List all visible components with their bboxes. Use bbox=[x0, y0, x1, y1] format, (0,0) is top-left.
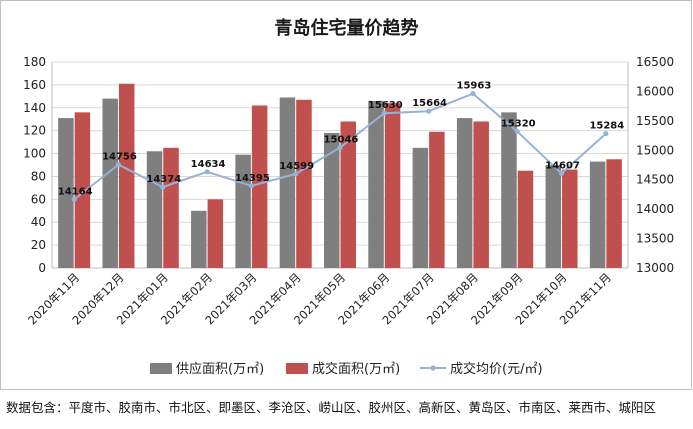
y-left-tick-label: 100 bbox=[23, 147, 46, 161]
avg-price-data-label: 15320 bbox=[501, 118, 536, 129]
avg-price-data-label: 15046 bbox=[324, 135, 359, 146]
y-right-tick-label: 15500 bbox=[636, 114, 674, 128]
legend-swatch bbox=[286, 363, 308, 374]
deal-area-bar bbox=[296, 99, 312, 269]
supply-area-bar bbox=[58, 118, 74, 268]
avg-price-data-label: 14607 bbox=[545, 160, 580, 171]
supply-area-bar bbox=[279, 97, 296, 268]
avg-price-data-label: 15284 bbox=[589, 121, 624, 132]
avg-price-data-label: 15963 bbox=[457, 81, 492, 92]
avg-price-point bbox=[603, 130, 609, 137]
y-left-tick-label: 80 bbox=[31, 169, 46, 183]
supply-area-bar bbox=[501, 112, 517, 268]
y-right-tick-label: 16500 bbox=[636, 55, 674, 69]
avg-price-point bbox=[337, 144, 343, 151]
y-left-tick-label: 140 bbox=[23, 101, 46, 115]
deal-area-bar bbox=[74, 112, 91, 268]
chart-title: 青岛住宅量价趋势 bbox=[274, 18, 419, 39]
supply-area-bar bbox=[368, 100, 384, 269]
deal-area-bar bbox=[384, 103, 401, 268]
deal-area-bar bbox=[251, 105, 268, 268]
deal-area-bar bbox=[473, 121, 489, 268]
avg-price-point bbox=[426, 108, 432, 114]
supply-area-bar bbox=[324, 132, 340, 268]
avg-price-data-label: 14634 bbox=[191, 159, 226, 170]
avg-price-data-label: 14374 bbox=[146, 174, 181, 185]
y-right-tick-label: 14500 bbox=[636, 173, 674, 187]
avg-price-point bbox=[71, 196, 77, 203]
deal-area-bar bbox=[562, 169, 578, 268]
deal-area-bar bbox=[163, 147, 179, 268]
legend-label: 成交面积(万㎡) bbox=[312, 361, 400, 377]
y-left-tick-label: 0 bbox=[38, 261, 46, 275]
supply-area-bar bbox=[589, 161, 606, 268]
y-right-tick-label: 13500 bbox=[636, 232, 674, 246]
avg-price-point bbox=[204, 169, 210, 175]
chart-canvas: 0 20 40 60 80 100 120 140 160 180 13000 13500 14000 1… bbox=[23, 55, 674, 377]
avg-price-point bbox=[248, 183, 254, 189]
y-left-tick-label: 160 bbox=[23, 78, 46, 92]
deal-area-bar bbox=[429, 131, 445, 268]
deal-area-bar bbox=[340, 121, 356, 268]
y-right-tick-label: 15000 bbox=[636, 143, 674, 157]
supply-area-bar bbox=[102, 98, 118, 268]
avg-price-data-label: 14599 bbox=[279, 161, 314, 172]
deal-area-bar bbox=[118, 83, 135, 268]
avg-price-point bbox=[558, 170, 565, 177]
deal-area-bar bbox=[606, 159, 622, 268]
supply-area-bar bbox=[235, 154, 251, 268]
supply-area-bar bbox=[146, 151, 163, 268]
legend-swatch-marker bbox=[430, 365, 436, 371]
avg-price-point bbox=[160, 184, 166, 190]
supply-area-bar bbox=[412, 147, 429, 268]
avg-price-data-label: 15630 bbox=[368, 100, 403, 111]
legend-label: 供应面积(万㎡) bbox=[176, 361, 264, 377]
avg-price-point bbox=[514, 128, 520, 135]
y-left-tick-label: 20 bbox=[31, 238, 46, 252]
data-coverage-note: 数据包含：平度市、胶南市、市北区、即墨区、李沧区、崂山区、胶州区、高新区、黄岛区… bbox=[6, 400, 657, 415]
avg-price-point bbox=[381, 110, 387, 116]
avg-price-data-label: 15664 bbox=[412, 98, 447, 109]
y-left-tick-label: 40 bbox=[31, 215, 46, 229]
avg-price-data-label: 14756 bbox=[102, 152, 137, 163]
avg-price-data-label: 14164 bbox=[58, 186, 93, 197]
y-left-tick-label: 120 bbox=[23, 124, 46, 138]
y-right-tick-label: 16000 bbox=[636, 84, 674, 98]
avg-price-point bbox=[470, 91, 476, 97]
y-left-tick-label: 60 bbox=[31, 192, 46, 206]
legend-swatch bbox=[150, 363, 172, 374]
deal-area-bar bbox=[207, 199, 224, 268]
avg-price-point bbox=[115, 162, 122, 168]
supply-area-bar bbox=[545, 165, 562, 268]
supply-area-bar bbox=[191, 210, 207, 268]
avg-price-point bbox=[293, 171, 299, 177]
supply-area-bar bbox=[456, 118, 473, 268]
y-right-tick-label: 14000 bbox=[636, 202, 674, 216]
avg-price-data-label: 14395 bbox=[235, 173, 270, 184]
y-right-tick-label: 13000 bbox=[636, 261, 674, 275]
legend-label: 成交均价(元/㎡) bbox=[450, 361, 543, 377]
deal-area-bar bbox=[517, 170, 534, 268]
y-left-tick-label: 180 bbox=[23, 55, 46, 69]
